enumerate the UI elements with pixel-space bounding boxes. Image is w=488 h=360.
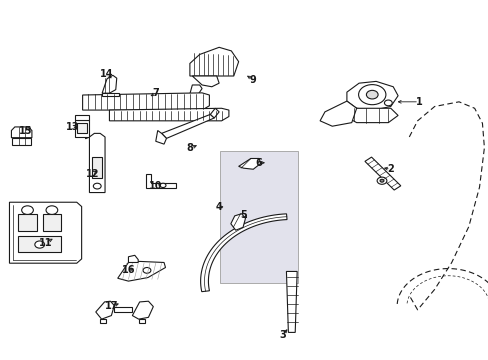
Text: 17: 17 xyxy=(105,301,119,311)
Text: 3: 3 xyxy=(279,330,285,340)
Text: 4: 4 xyxy=(215,202,222,212)
Text: 16: 16 xyxy=(122,265,135,275)
Polygon shape xyxy=(161,114,214,138)
Polygon shape xyxy=(364,157,400,190)
Circle shape xyxy=(384,100,391,106)
Polygon shape xyxy=(210,108,219,118)
Polygon shape xyxy=(286,271,297,332)
Polygon shape xyxy=(346,108,397,123)
Polygon shape xyxy=(75,116,89,120)
Bar xyxy=(77,123,87,134)
Polygon shape xyxy=(139,319,144,323)
Text: 11: 11 xyxy=(39,238,52,248)
Circle shape xyxy=(358,85,385,105)
Text: 1: 1 xyxy=(415,97,422,107)
Polygon shape xyxy=(11,127,32,138)
Polygon shape xyxy=(192,76,219,87)
Polygon shape xyxy=(109,108,228,121)
Polygon shape xyxy=(156,131,166,144)
Polygon shape xyxy=(118,261,165,281)
Polygon shape xyxy=(189,85,202,96)
Polygon shape xyxy=(346,81,397,110)
Polygon shape xyxy=(189,47,238,76)
Text: 12: 12 xyxy=(85,168,99,179)
Text: 15: 15 xyxy=(19,126,33,135)
Polygon shape xyxy=(320,101,356,126)
Polygon shape xyxy=(102,75,117,93)
Polygon shape xyxy=(238,158,260,169)
Polygon shape xyxy=(132,301,153,319)
FancyBboxPatch shape xyxy=(220,150,297,283)
Polygon shape xyxy=(82,93,209,110)
Polygon shape xyxy=(230,214,245,230)
Circle shape xyxy=(376,177,386,184)
Text: 6: 6 xyxy=(255,158,262,168)
Polygon shape xyxy=(96,301,114,319)
Text: 2: 2 xyxy=(386,164,393,174)
Circle shape xyxy=(93,183,101,189)
Polygon shape xyxy=(89,134,105,193)
Polygon shape xyxy=(9,202,81,263)
Polygon shape xyxy=(128,255,138,262)
Polygon shape xyxy=(85,134,89,139)
Circle shape xyxy=(46,206,58,215)
Circle shape xyxy=(160,183,165,188)
Bar xyxy=(42,214,61,231)
Polygon shape xyxy=(12,138,31,145)
Circle shape xyxy=(21,206,33,215)
Text: 7: 7 xyxy=(152,88,159,98)
Bar xyxy=(18,214,37,231)
Bar xyxy=(75,120,89,137)
Text: 5: 5 xyxy=(240,210,246,220)
Text: 13: 13 xyxy=(66,122,80,132)
Text: 9: 9 xyxy=(249,75,256,85)
Polygon shape xyxy=(102,93,119,96)
Polygon shape xyxy=(100,319,105,323)
Text: 14: 14 xyxy=(100,69,114,79)
Circle shape xyxy=(35,241,44,248)
Polygon shape xyxy=(200,214,286,292)
Circle shape xyxy=(366,90,377,99)
Text: 8: 8 xyxy=(186,143,193,153)
Polygon shape xyxy=(146,174,176,188)
Polygon shape xyxy=(114,307,132,312)
Bar xyxy=(92,157,102,178)
Text: 10: 10 xyxy=(149,181,162,192)
Circle shape xyxy=(379,179,383,182)
Bar xyxy=(18,236,61,252)
Circle shape xyxy=(143,267,151,273)
